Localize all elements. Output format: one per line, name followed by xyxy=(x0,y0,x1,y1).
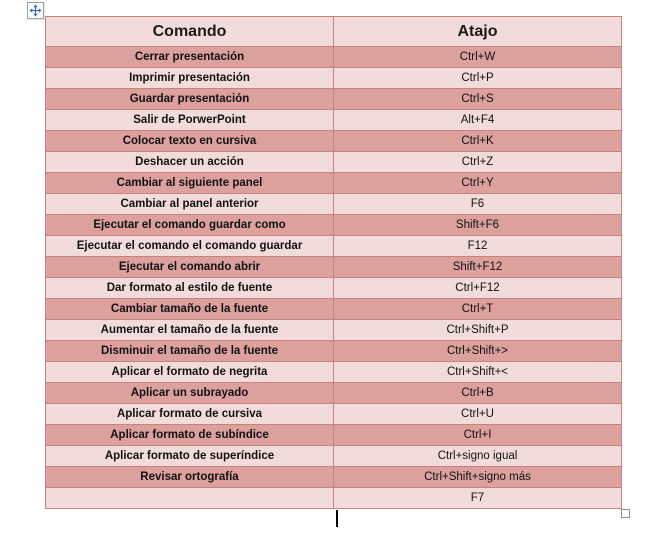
table-row: Aplicar formato de superíndice Ctrl+sign… xyxy=(46,445,621,466)
atajo-cell[interactable]: Ctrl+I xyxy=(334,424,621,445)
atajo-cell[interactable]: Ctrl+Shift+P xyxy=(334,319,621,340)
atajo-cell[interactable]: Ctrl+B xyxy=(334,382,621,403)
comando-cell[interactable]: Aumentar el tamaño de la fuente xyxy=(46,319,334,340)
table-row: Aplicar el formato de negrita Ctrl+Shift… xyxy=(46,361,621,382)
table-row: Salir de PorwerPoint Alt+F4 xyxy=(46,109,621,130)
comando-cell[interactable]: Disminuir el tamaño de la fuente xyxy=(46,340,334,361)
comando-cell[interactable]: Deshacer un acción xyxy=(46,151,334,172)
table-move-handle[interactable] xyxy=(27,2,44,19)
comando-cell[interactable] xyxy=(46,487,334,508)
table-row: Deshacer un acción Ctrl+Z xyxy=(46,151,621,172)
table-row: Ejecutar el comando guardar como Shift+F… xyxy=(46,214,621,235)
atajo-cell[interactable]: F12 xyxy=(334,235,621,256)
comando-cell[interactable]: Dar formato al estilo de fuente xyxy=(46,277,334,298)
table-row: Aplicar formato de cursiva Ctrl+U xyxy=(46,403,621,424)
atajo-cell[interactable]: Ctrl+S xyxy=(334,88,621,109)
table-row: Cambiar al panel anterior F6 xyxy=(46,193,621,214)
table-row: Cambiar al siguiente panel Ctrl+Y xyxy=(46,172,621,193)
comando-cell[interactable]: Aplicar el formato de negrita xyxy=(46,361,334,382)
atajo-cell[interactable]: F6 xyxy=(334,193,621,214)
atajo-cell[interactable]: Ctrl+F12 xyxy=(334,277,621,298)
move-icon xyxy=(29,4,42,17)
header-cell-atajo[interactable]: Atajo xyxy=(334,17,621,46)
comando-cell[interactable]: Ejecutar el comando abrir xyxy=(46,256,334,277)
table-row: Aplicar un subrayado Ctrl+B xyxy=(46,382,621,403)
header-cell-comando[interactable]: Comando xyxy=(46,17,334,46)
table-row: Guardar presentación Ctrl+S xyxy=(46,88,621,109)
atajo-cell[interactable]: Ctrl+Shift+signo más xyxy=(334,466,621,487)
table-row: Revisar ortografía Ctrl+Shift+signo más xyxy=(46,466,621,487)
atajo-cell[interactable]: Ctrl+Z xyxy=(334,151,621,172)
comando-cell[interactable]: Colocar texto en cursiva xyxy=(46,130,334,151)
comando-cell[interactable]: Imprimir presentación xyxy=(46,67,334,88)
table-row: F7 xyxy=(46,487,621,508)
comando-cell[interactable]: Cerrar presentación xyxy=(46,46,334,67)
comando-cell[interactable]: Cambiar tamaño de la fuente xyxy=(46,298,334,319)
table-row: Imprimir presentación Ctrl+P xyxy=(46,67,621,88)
atajo-cell[interactable]: Shift+F12 xyxy=(334,256,621,277)
table-row: Cerrar presentación Ctrl+W xyxy=(46,46,621,67)
atajo-cell[interactable]: Ctrl+Shift+< xyxy=(334,361,621,382)
table-row: Dar formato al estilo de fuente Ctrl+F12 xyxy=(46,277,621,298)
atajo-cell[interactable]: Ctrl+P xyxy=(334,67,621,88)
shortcuts-table: Comando Atajo Cerrar presentación Ctrl+W… xyxy=(45,16,622,509)
atajo-cell[interactable]: Alt+F4 xyxy=(334,109,621,130)
comando-cell[interactable]: Cambiar al siguiente panel xyxy=(46,172,334,193)
atajo-cell[interactable]: Ctrl+U xyxy=(334,403,621,424)
atajo-cell[interactable]: Shift+F6 xyxy=(334,214,621,235)
table-row: Cambiar tamaño de la fuente Ctrl+T xyxy=(46,298,621,319)
table-row: Colocar texto en cursiva Ctrl+K xyxy=(46,130,621,151)
table-row: Disminuir el tamaño de la fuente Ctrl+Sh… xyxy=(46,340,621,361)
atajo-cell[interactable]: Ctrl+signo igual xyxy=(334,445,621,466)
table-row: Aumentar el tamaño de la fuente Ctrl+Shi… xyxy=(46,319,621,340)
table-row: Ejecutar el comando el comando guardar F… xyxy=(46,235,621,256)
comando-cell[interactable]: Salir de PorwerPoint xyxy=(46,109,334,130)
comando-cell[interactable]: Aplicar formato de superíndice xyxy=(46,445,334,466)
table-row: Aplicar formato de subíndice Ctrl+I xyxy=(46,424,621,445)
table-row: Ejecutar el comando abrir Shift+F12 xyxy=(46,256,621,277)
table-resize-handle[interactable] xyxy=(621,509,630,518)
table-header-row: Comando Atajo xyxy=(46,17,621,46)
atajo-cell[interactable]: Ctrl+Shift+> xyxy=(334,340,621,361)
atajo-cell[interactable]: Ctrl+W xyxy=(334,46,621,67)
comando-cell[interactable]: Ejecutar el comando guardar como xyxy=(46,214,334,235)
text-cursor xyxy=(336,510,338,527)
comando-cell[interactable]: Aplicar formato de cursiva xyxy=(46,403,334,424)
comando-cell[interactable]: Aplicar formato de subíndice xyxy=(46,424,334,445)
atajo-cell[interactable]: Ctrl+Y xyxy=(334,172,621,193)
atajo-cell[interactable]: Ctrl+K xyxy=(334,130,621,151)
atajo-cell[interactable]: F7 xyxy=(334,487,621,508)
comando-cell[interactable]: Guardar presentación xyxy=(46,88,334,109)
comando-cell[interactable]: Revisar ortografía xyxy=(46,466,334,487)
atajo-cell[interactable]: Ctrl+T xyxy=(334,298,621,319)
comando-cell[interactable]: Aplicar un subrayado xyxy=(46,382,334,403)
comando-cell[interactable]: Cambiar al panel anterior xyxy=(46,193,334,214)
comando-cell[interactable]: Ejecutar el comando el comando guardar xyxy=(46,235,334,256)
